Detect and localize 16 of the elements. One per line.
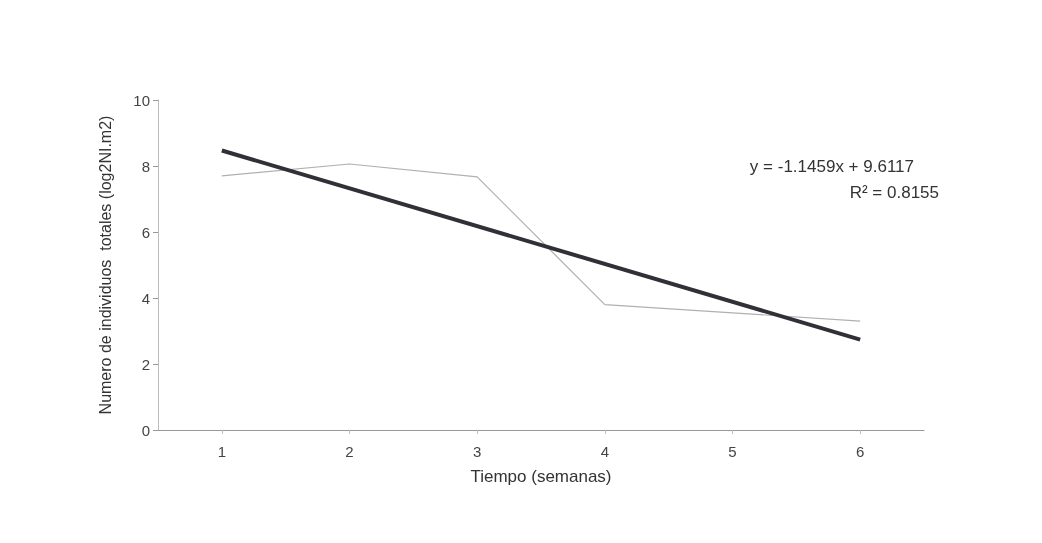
y-tick-label: 6 <box>141 223 150 241</box>
y-tick-label: 10 <box>133 91 150 109</box>
x-tick-label: 1 <box>217 443 227 460</box>
x-tick-label: 6 <box>855 443 865 460</box>
x-tick-label: 2 <box>345 443 354 460</box>
y-tick-label: 2 <box>141 355 150 373</box>
y-axis-title: Numero de individuos totales (log2NI.m2) <box>96 115 114 415</box>
annotation: R² = 0.8155 <box>849 183 939 202</box>
x-tick-label: 4 <box>600 443 610 460</box>
y-tick-label: 4 <box>141 289 150 307</box>
annotation: y = -1.1459x + 9.6117 <box>749 157 914 176</box>
x-tick-label: 3 <box>472 443 482 460</box>
y-tick-label: 0 <box>141 421 150 439</box>
y-tick-label: 8 <box>141 157 150 175</box>
x-axis-title: Tiempo (semanas) <box>470 467 612 486</box>
x-tick-label: 5 <box>728 443 737 460</box>
